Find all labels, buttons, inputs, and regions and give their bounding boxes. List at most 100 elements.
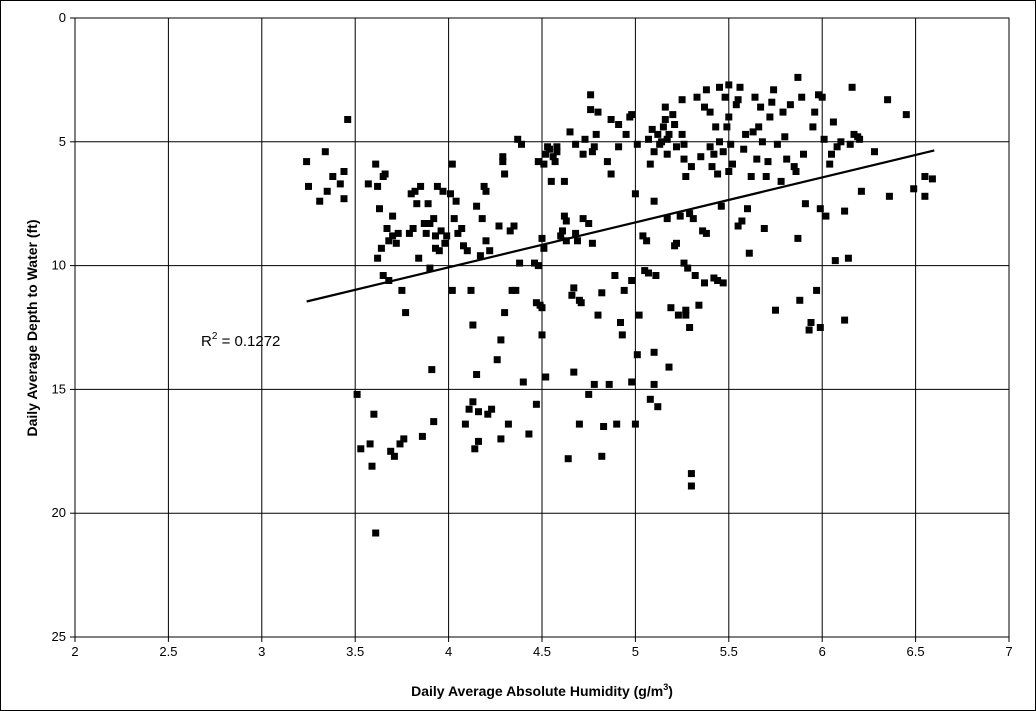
data-point-174 xyxy=(628,111,636,119)
data-point-169 xyxy=(617,319,624,326)
data-point-1 xyxy=(305,182,312,190)
data-point-296 xyxy=(805,326,813,334)
data-point-217 xyxy=(680,140,688,148)
data-point-146 xyxy=(581,135,589,143)
data-point-52 xyxy=(430,215,438,223)
data-point-248 xyxy=(716,138,723,146)
data-point-110 xyxy=(534,158,542,166)
data-point-149 xyxy=(587,91,595,99)
x-tick-label-5: 4.5 xyxy=(533,644,551,659)
data-point-106 xyxy=(525,430,533,438)
y-tick-labels: 0 5 10 15 20 25 xyxy=(52,10,75,644)
data-point-143 xyxy=(577,299,585,307)
data-point-324 xyxy=(885,192,893,200)
x-tick-label-3: 3.5 xyxy=(346,644,364,659)
data-point-147 xyxy=(585,390,593,398)
data-point-320 xyxy=(856,135,864,143)
data-point-76 xyxy=(471,445,479,453)
data-point-35 xyxy=(398,286,406,294)
data-point-130 xyxy=(560,212,568,220)
data-point-88 xyxy=(488,405,496,413)
data-point-27 xyxy=(385,277,393,284)
data-point-85 xyxy=(482,187,490,195)
data-point-13 xyxy=(366,440,374,448)
y-tick-label-2: 10 xyxy=(52,258,66,273)
data-point-89 xyxy=(493,356,501,364)
data-point-24 xyxy=(381,170,389,178)
data-point-214 xyxy=(676,212,684,220)
data-point-12 xyxy=(364,180,372,188)
data-point-57 xyxy=(435,247,443,255)
x-tick-label-7: 5.5 xyxy=(720,644,738,659)
data-point-160 xyxy=(600,423,608,430)
data-point-223 xyxy=(684,264,692,272)
data-point-293 xyxy=(798,93,806,101)
data-point-87 xyxy=(486,247,494,255)
data-point-225 xyxy=(686,210,694,218)
data-point-23 xyxy=(379,272,387,279)
data-point-126 xyxy=(553,143,561,151)
data-point-235 xyxy=(701,103,708,111)
data-point-289 xyxy=(792,168,800,175)
data-point-121 xyxy=(546,145,553,153)
data-point-154 xyxy=(590,380,598,388)
data-point-102 xyxy=(514,135,522,143)
data-point-33 xyxy=(394,229,402,237)
data-point-226 xyxy=(687,470,695,478)
y-tick-label-0: 0 xyxy=(59,10,66,25)
data-point-30 xyxy=(389,232,397,240)
data-point-103 xyxy=(516,259,524,267)
data-point-45 xyxy=(418,432,426,440)
data-point-207 xyxy=(667,304,675,312)
data-point-99 xyxy=(508,286,516,294)
data-point-108 xyxy=(532,299,540,307)
data-point-95 xyxy=(501,170,509,178)
data-point-238 xyxy=(702,229,710,237)
data-point-215 xyxy=(678,96,686,104)
data-point-153 xyxy=(590,143,598,151)
data-point-193 xyxy=(650,197,658,205)
data-point-306 xyxy=(822,212,830,220)
data-point-172 xyxy=(622,130,630,138)
data-point-270 xyxy=(751,93,759,101)
data-point-109 xyxy=(532,400,540,408)
data-point-80 xyxy=(475,437,482,445)
r-squared-prefix: R xyxy=(201,333,212,350)
data-point-232 xyxy=(695,301,703,309)
data-point-115 xyxy=(538,331,546,339)
data-point-322 xyxy=(871,148,878,156)
data-point-243 xyxy=(710,150,718,158)
data-point-236 xyxy=(701,279,708,287)
data-point-194 xyxy=(652,272,660,279)
data-point-138 xyxy=(572,229,580,237)
data-point-315 xyxy=(844,254,852,262)
r-squared-sup: 2 xyxy=(212,331,218,342)
data-point-198 xyxy=(658,138,666,146)
x-axis-title-main: Daily Average Absolute Humidity (g/m xyxy=(411,683,663,699)
data-point-272 xyxy=(755,123,763,131)
data-point-268 xyxy=(747,173,755,180)
data-point-107 xyxy=(531,259,538,267)
x-tick-label-9: 6.5 xyxy=(907,644,925,659)
data-point-139 xyxy=(572,140,580,148)
data-point-125 xyxy=(553,148,561,156)
data-point-162 xyxy=(605,380,613,388)
data-point-269 xyxy=(749,128,757,136)
data-point-303 xyxy=(816,324,824,331)
data-point-329 xyxy=(928,175,936,183)
data-point-171 xyxy=(620,286,628,294)
data-point-28 xyxy=(387,447,395,455)
data-point-255 xyxy=(725,113,733,121)
data-point-276 xyxy=(762,173,770,180)
data-point-257 xyxy=(727,140,735,148)
x-axis-title-end: ) xyxy=(668,683,673,699)
data-point-34 xyxy=(396,440,404,448)
data-point-77 xyxy=(473,202,481,210)
data-point-184 xyxy=(643,237,651,245)
data-point-135 xyxy=(568,291,576,299)
data-point-159 xyxy=(598,289,606,297)
data-point-47 xyxy=(422,229,430,237)
x-axis-title-sup: 3 xyxy=(663,682,668,692)
data-point-19 xyxy=(374,254,382,262)
